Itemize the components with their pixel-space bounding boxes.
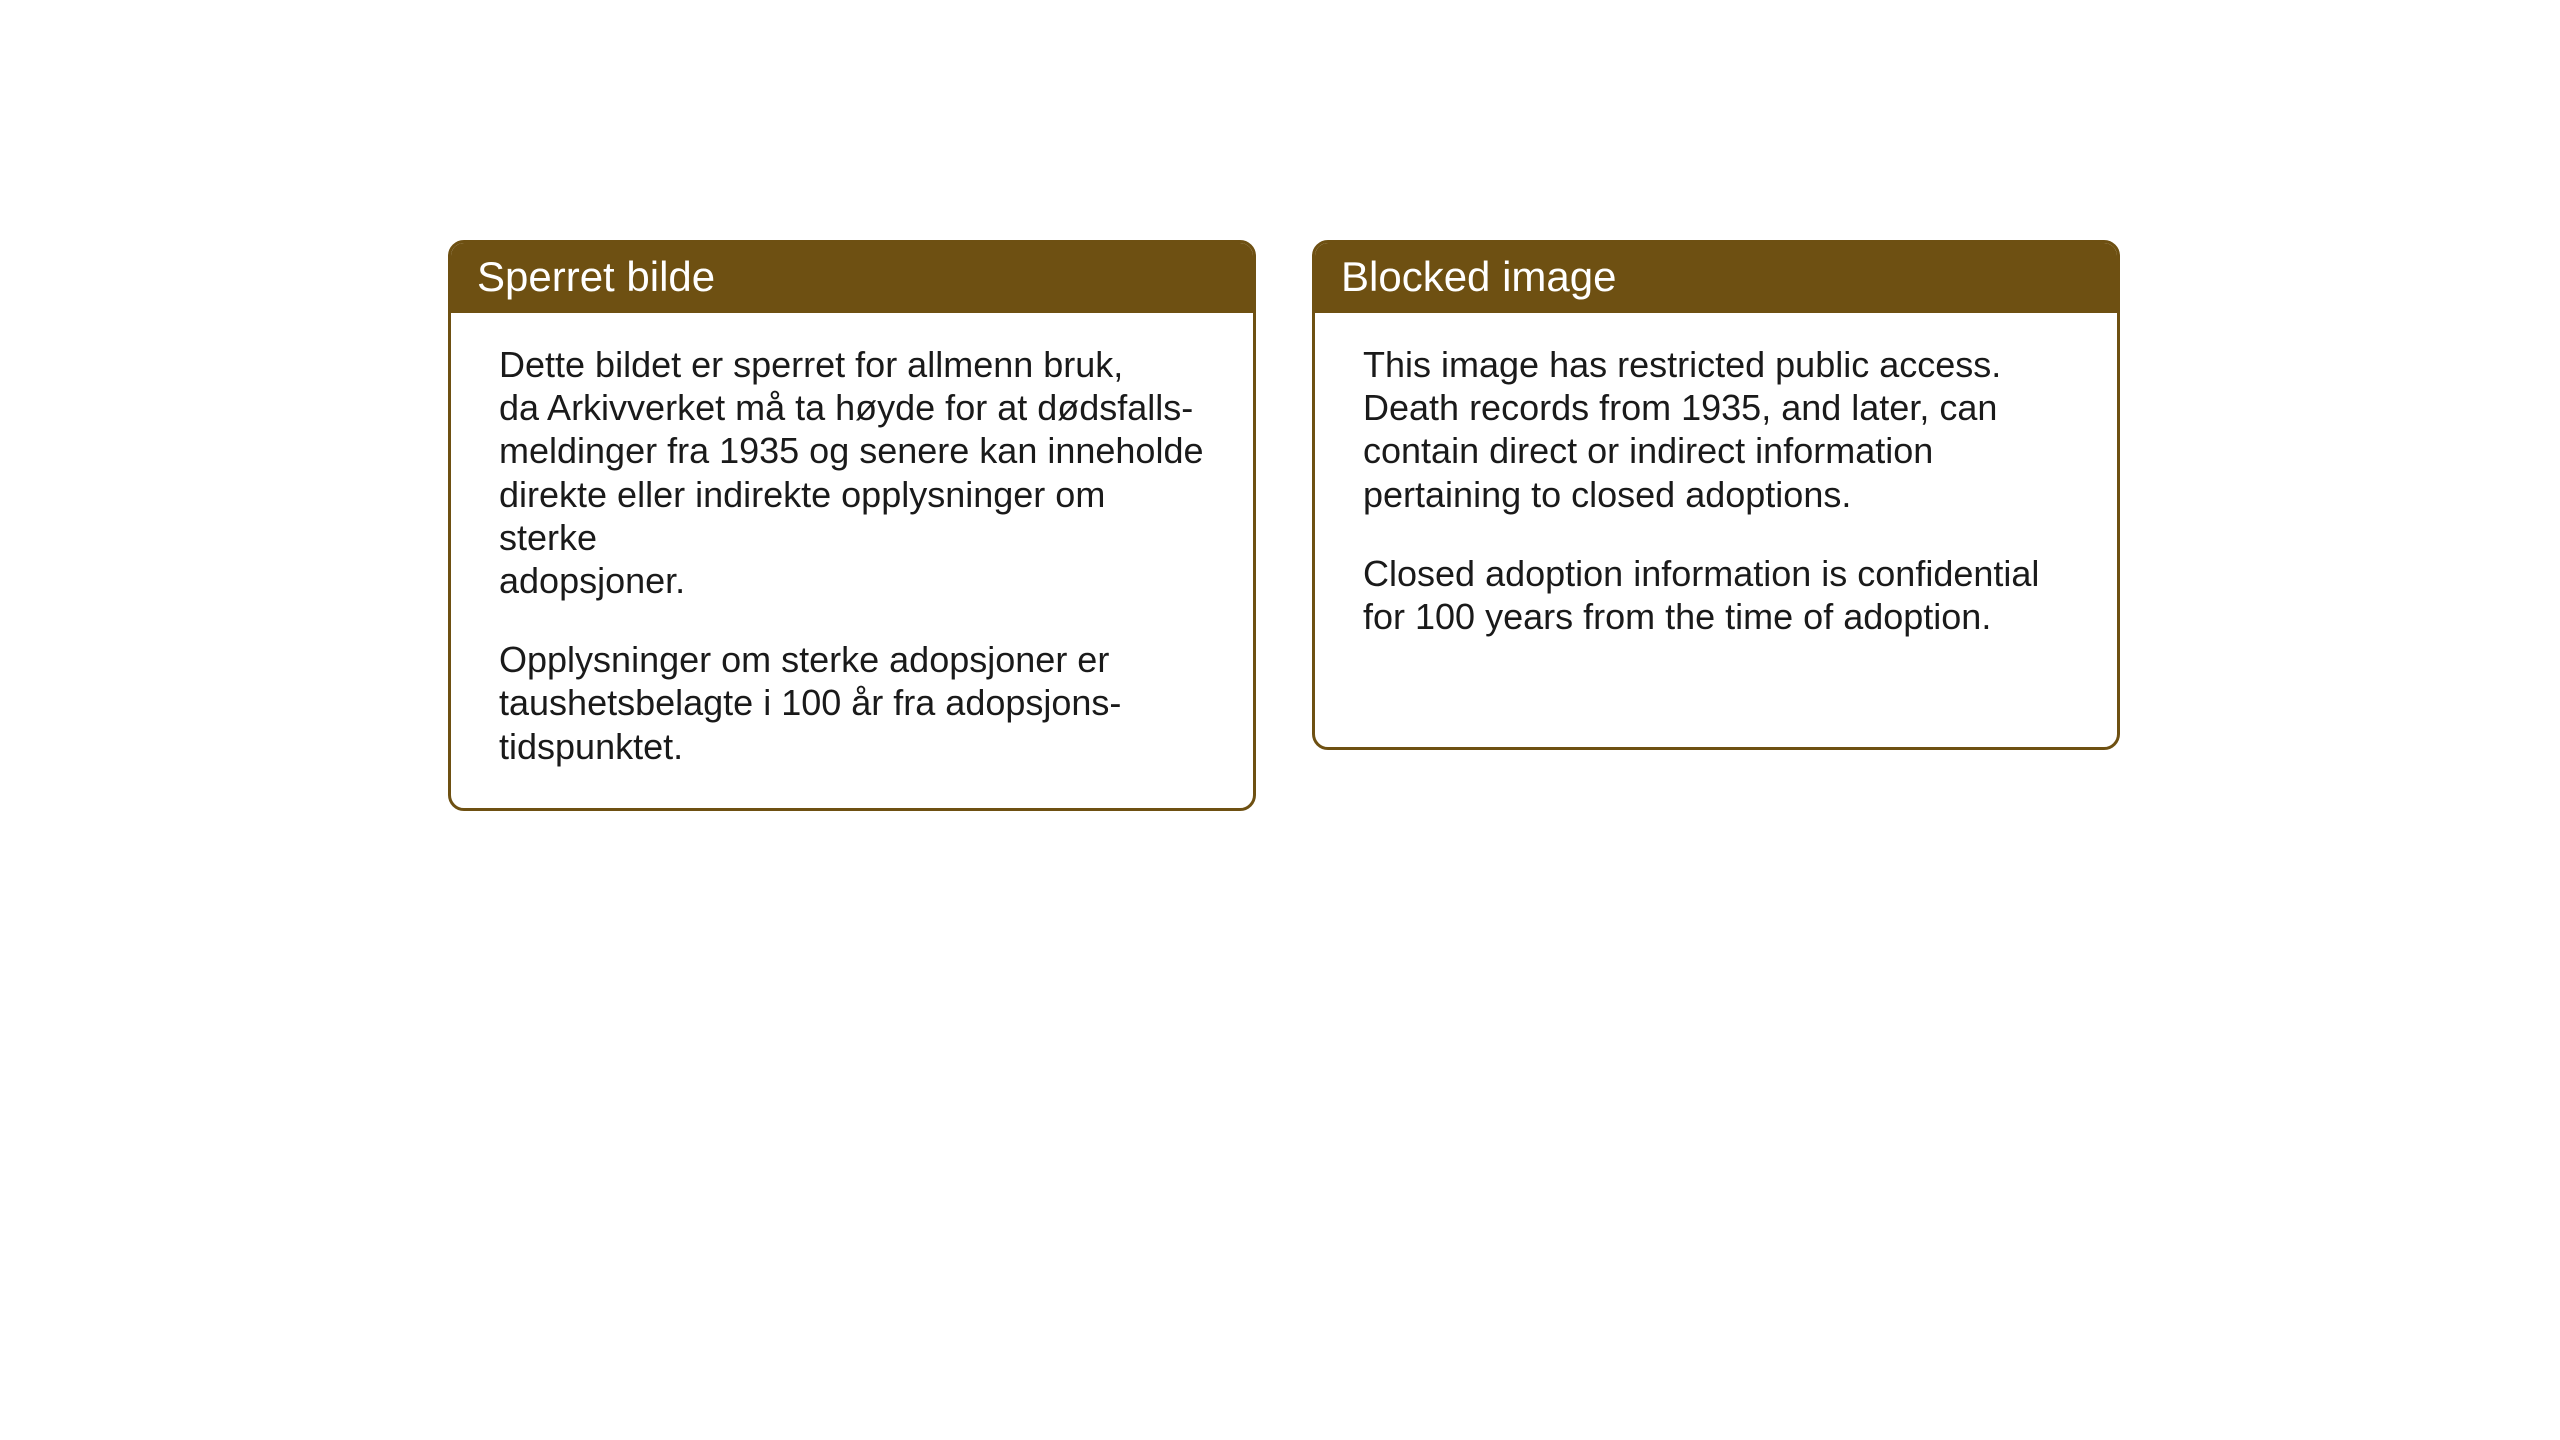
notice-title-english: Blocked image [1341, 253, 1616, 300]
text-line: adopsjoner. [499, 560, 685, 601]
notice-para2-english: Closed adoption information is confident… [1363, 552, 2069, 638]
notice-para1-english: This image has restricted public access.… [1363, 343, 2069, 516]
notice-card-norwegian: Sperret bilde Dette bildet er sperret fo… [448, 240, 1256, 811]
text-line: This image has restricted public access. [1363, 344, 2001, 385]
text-line: taushetsbelagte i 100 år fra adopsjons- [499, 682, 1121, 723]
notice-body-english: This image has restricted public access.… [1315, 313, 2117, 678]
notice-title-norwegian: Sperret bilde [477, 253, 715, 300]
text-line: for 100 years from the time of adoption. [1363, 596, 1991, 637]
text-line: Death records from 1935, and later, can [1363, 387, 1997, 428]
text-line: contain direct or indirect information [1363, 430, 1933, 471]
text-line: direkte eller indirekte opplysninger om … [499, 474, 1105, 558]
notice-container: Sperret bilde Dette bildet er sperret fo… [448, 240, 2120, 811]
notice-para2-norwegian: Opplysninger om sterke adopsjoner er tau… [499, 638, 1205, 768]
notice-header-english: Blocked image [1315, 243, 2117, 313]
text-line: pertaining to closed adoptions. [1363, 474, 1851, 515]
notice-para1-norwegian: Dette bildet er sperret for allmenn bruk… [499, 343, 1205, 602]
text-line: Dette bildet er sperret for allmenn bruk… [499, 344, 1123, 385]
notice-card-english: Blocked image This image has restricted … [1312, 240, 2120, 750]
text-line: da Arkivverket må ta høyde for at dødsfa… [499, 387, 1193, 428]
text-line: meldinger fra 1935 og senere kan innehol… [499, 430, 1204, 471]
text-line: Opplysninger om sterke adopsjoner er [499, 639, 1109, 680]
notice-header-norwegian: Sperret bilde [451, 243, 1253, 313]
text-line: tidspunktet. [499, 726, 683, 767]
notice-body-norwegian: Dette bildet er sperret for allmenn bruk… [451, 313, 1253, 808]
text-line: Closed adoption information is confident… [1363, 553, 2039, 594]
